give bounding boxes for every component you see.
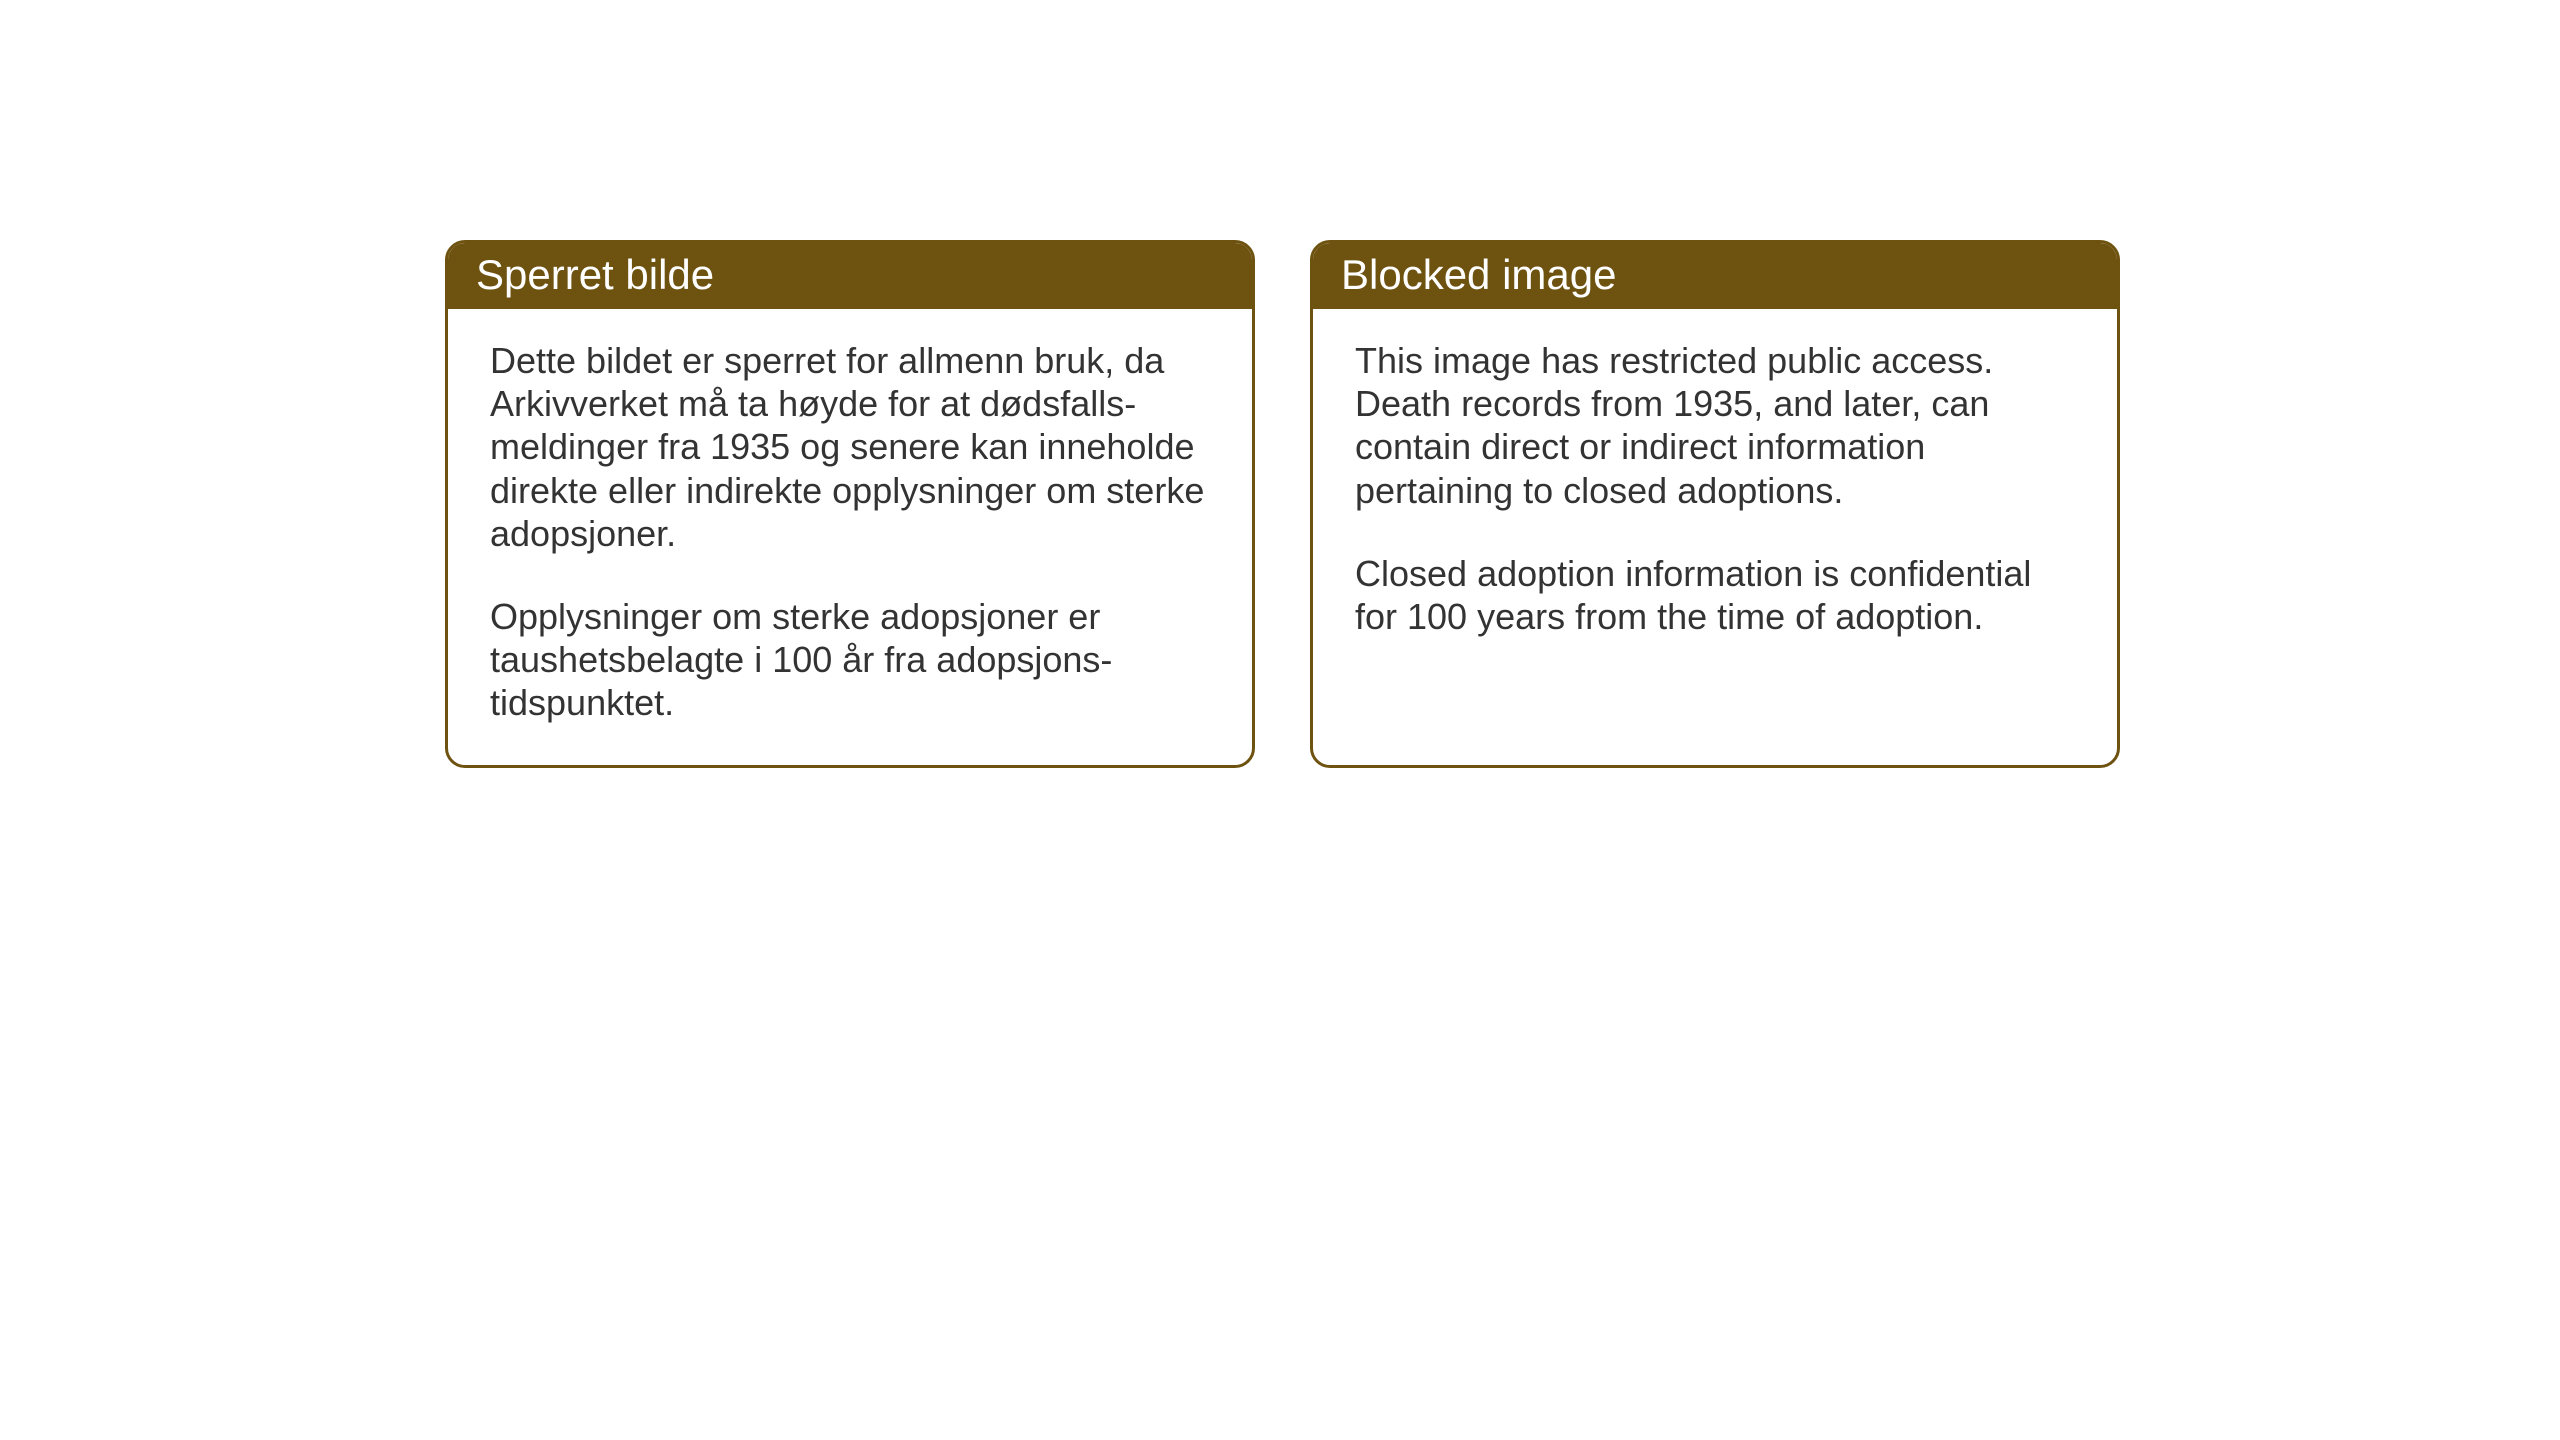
card-norwegian-body: Dette bildet er sperret for allmenn bruk… bbox=[448, 309, 1252, 765]
card-norwegian: Sperret bilde Dette bildet er sperret fo… bbox=[445, 240, 1255, 768]
card-english: Blocked image This image has restricted … bbox=[1310, 240, 2120, 768]
card-norwegian-title: Sperret bilde bbox=[476, 251, 714, 298]
card-english-paragraph-1: This image has restricted public access.… bbox=[1355, 339, 2075, 512]
card-english-body: This image has restricted public access.… bbox=[1313, 309, 2117, 678]
card-norwegian-paragraph-1: Dette bildet er sperret for allmenn bruk… bbox=[490, 339, 1210, 555]
card-english-header: Blocked image bbox=[1313, 243, 2117, 309]
card-english-paragraph-2: Closed adoption information is confident… bbox=[1355, 552, 2075, 638]
card-norwegian-paragraph-2: Opplysninger om sterke adopsjoner er tau… bbox=[490, 595, 1210, 725]
card-english-title: Blocked image bbox=[1341, 251, 1616, 298]
cards-container: Sperret bilde Dette bildet er sperret fo… bbox=[445, 240, 2120, 768]
card-norwegian-header: Sperret bilde bbox=[448, 243, 1252, 309]
